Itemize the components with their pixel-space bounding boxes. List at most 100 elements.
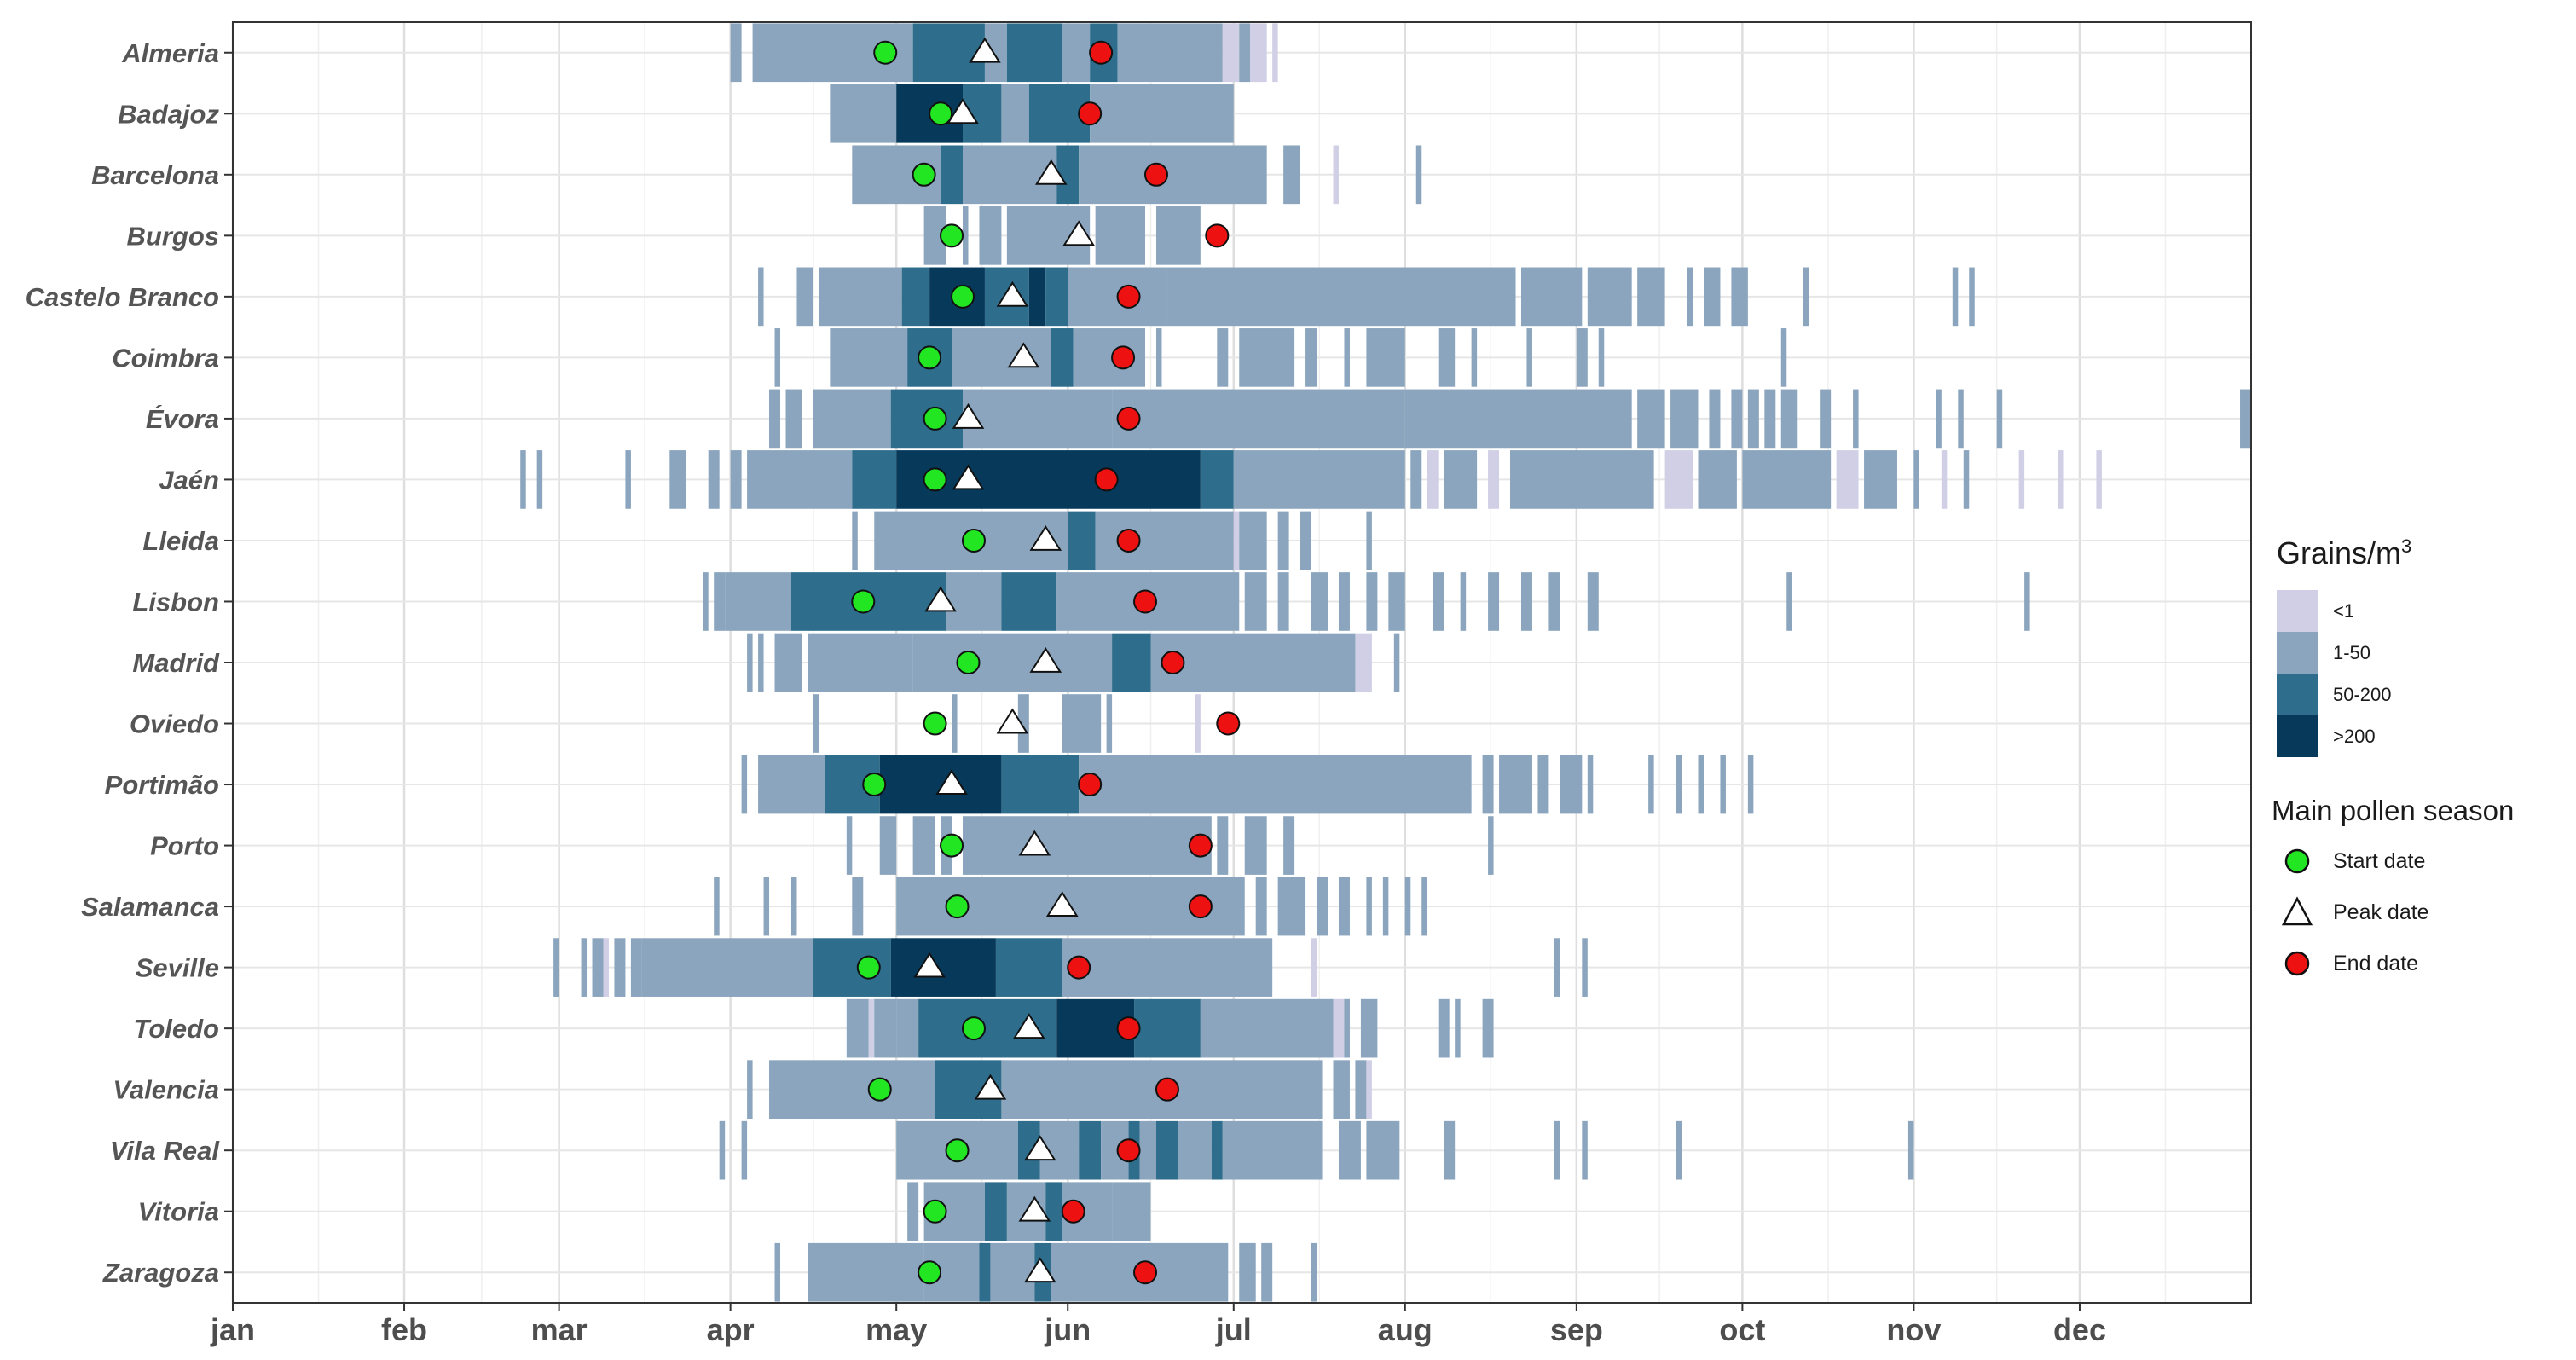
- concentration-bar: [1969, 267, 1975, 327]
- concentration-bar: [1355, 633, 1372, 692]
- concentration-bar: [1090, 84, 1234, 143]
- concentration-bar: [1941, 450, 1948, 509]
- concentration-bar: [1936, 389, 1942, 449]
- concentration-bar: [614, 938, 626, 997]
- peak-date-marker: [1007, 342, 1040, 368]
- station-label: Almeria: [121, 38, 219, 68]
- concentration-bar: [946, 572, 1002, 631]
- concentration-bar: [603, 938, 609, 997]
- concentration-bar: [1283, 816, 1295, 875]
- concentration-bar: [1222, 23, 1240, 83]
- peak-date-marker: [1023, 1257, 1056, 1283]
- peak-date-marker: [935, 769, 968, 795]
- station-label: Madrid: [132, 648, 220, 678]
- concentration-bar: [1853, 389, 1859, 449]
- concentration-bar: [1239, 511, 1267, 570]
- concentration-bar: [719, 1120, 726, 1180]
- end-date-marker: [1089, 40, 1114, 65]
- legend-class-label: >200: [2333, 725, 2376, 747]
- concentration-bar: [1526, 328, 1532, 387]
- concentration-bar: [1963, 450, 1970, 509]
- concentration-bar: [1166, 267, 1516, 327]
- concentration-bar: [730, 23, 742, 83]
- concentration-bar: [1366, 511, 1372, 570]
- start-date-marker: [873, 40, 898, 65]
- concentration-bar: [830, 84, 897, 143]
- concentration-bar: [1670, 389, 1699, 449]
- concentration-bar: [830, 328, 908, 387]
- peak-date-marker: [1034, 159, 1068, 185]
- concentration-bar: [1388, 572, 1405, 631]
- concentration-bar: [1676, 755, 1682, 814]
- concentration-bar: [1582, 1120, 1588, 1180]
- concentration-bar: [2096, 450, 2102, 509]
- concentration-bar: [852, 511, 858, 570]
- end-date-marker: [1111, 345, 1136, 370]
- concentration-bar: [1742, 450, 1832, 509]
- concentration-bar: [1338, 877, 1350, 936]
- end-date-marker: [1161, 651, 1185, 674]
- concentration-bar: [907, 1182, 919, 1241]
- legend-class-label: 1-50: [2333, 641, 2371, 663]
- end-date-marker: [1116, 528, 1141, 553]
- peak-date-marker: [1023, 1135, 1056, 1161]
- legend-concentration-title: Grains/m3: [2277, 535, 2567, 571]
- concentration-bar: [1150, 633, 1356, 692]
- concentration-bar: [1200, 998, 1334, 1058]
- concentration-bar: [1455, 998, 1461, 1058]
- concentration-bar: [1300, 511, 1311, 570]
- peak-date-marker: [1045, 891, 1079, 917]
- legend-marker-item: End date: [2277, 938, 2567, 989]
- concentration-bar: [1062, 694, 1102, 753]
- concentration-bar: [1195, 694, 1201, 753]
- concentration-bar: [592, 938, 604, 997]
- station-label: Oviedo: [130, 709, 219, 739]
- end-date-marker: [1094, 467, 1119, 492]
- concentration-bar: [1222, 1120, 1323, 1180]
- concentration-bar: [1488, 572, 1500, 631]
- legend-class-item: <1: [2277, 590, 2567, 632]
- peak-date-marker: [1018, 1195, 1051, 1222]
- start-date-marker: [956, 651, 981, 674]
- station-label: Badajoz: [118, 99, 219, 129]
- concentration-bar: [1482, 998, 1494, 1058]
- concentration-bar: [1239, 23, 1251, 83]
- concentration-bar: [1913, 450, 1919, 509]
- concentration-bar: [520, 450, 526, 509]
- concentration-bar: [1305, 328, 1317, 387]
- concentration-bar: [1382, 877, 1389, 936]
- concentration-bar: [669, 450, 686, 509]
- end-date-marker: [1116, 1138, 1141, 1163]
- legend-color-swatch: [2277, 590, 2318, 632]
- concentration-bar: [846, 816, 853, 875]
- concentration-bar: [1311, 572, 1329, 631]
- concentration-bar: [1537, 755, 1549, 814]
- concentration-bar: [1433, 572, 1444, 631]
- concentration-bar: [952, 328, 1051, 387]
- concentration-bar: [2018, 450, 2025, 509]
- peak-date-marker: [1029, 647, 1062, 673]
- concentration-bar: [1244, 572, 1267, 631]
- concentration-bar: [747, 1060, 753, 1119]
- concentration-bar: [963, 389, 1113, 449]
- legend-unit-text: Grains/m: [2277, 535, 2402, 570]
- concentration-bar: [896, 998, 919, 1058]
- concentration-bar: [1112, 1182, 1151, 1241]
- concentration-bar: [2240, 389, 2251, 449]
- concentration-bar: [1217, 328, 1229, 387]
- concentration-bar: [758, 755, 825, 814]
- legend-marker-label: End date: [2333, 951, 2419, 975]
- concentration-bar: [879, 816, 897, 875]
- concentration-bar: [1255, 877, 1267, 936]
- concentration-bar: [879, 755, 1002, 814]
- concentration-bar: [1338, 572, 1350, 631]
- concentration-bar: [896, 450, 1201, 509]
- concentration-bar: [1703, 267, 1721, 327]
- concentration-bar: [813, 694, 819, 753]
- concentration-bar: [1415, 145, 1422, 205]
- concentration-bar: [1095, 511, 1234, 570]
- start-date-marker: [945, 894, 970, 919]
- concentration-bar: [1277, 572, 1289, 631]
- concentration-bar: [1864, 450, 1897, 509]
